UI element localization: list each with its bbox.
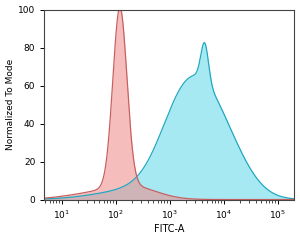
Y-axis label: Normalized To Mode: Normalized To Mode [6, 59, 15, 150]
X-axis label: FITC-A: FITC-A [154, 224, 184, 234]
